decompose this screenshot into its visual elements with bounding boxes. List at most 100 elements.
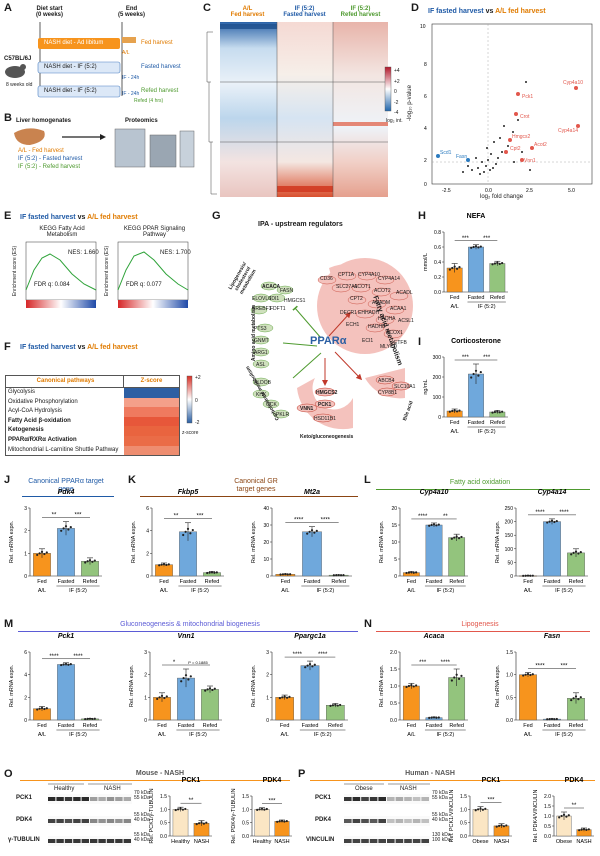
end-label: End (5 weeks) [118, 6, 145, 18]
category-i-0: Fed [450, 420, 459, 426]
western-blots [48, 783, 430, 846]
blot-o-group-nash: NASH [104, 786, 121, 792]
gene-hadhb: HADHB [368, 324, 386, 330]
blot-band [56, 819, 64, 823]
data-point-m3 [311, 665, 314, 668]
sig-label-n1-0: *** [419, 660, 427, 666]
group-if-m3: IF (5:2) [314, 732, 332, 738]
blot-band [361, 797, 369, 801]
y-tick-label-k1: 2 [146, 551, 149, 557]
data-point-l1 [415, 571, 418, 574]
volcano-points [462, 81, 531, 175]
data-point-l1 [432, 523, 436, 526]
category-k1-0: Fed [159, 579, 168, 585]
data-point-l1 [457, 537, 461, 540]
category-p2-0: Obese [556, 839, 572, 845]
data-point-o2 [260, 807, 264, 810]
data-point-o1 [184, 807, 187, 811]
heatmap [206, 22, 388, 197]
heatmap-col-fasted: IF (5:2) Fasted harvest [277, 6, 332, 18]
section-title-o: Mouse - NASH [135, 770, 185, 777]
category-m2-2: Refed [203, 723, 218, 729]
data-point-i [496, 410, 499, 413]
group-b-1: IF (5:2) - Fasted harvest [18, 156, 83, 162]
blot-band [73, 839, 81, 843]
cb-tick-4: -4 [394, 110, 399, 116]
data-point-m1 [88, 717, 92, 720]
blot-band [412, 839, 421, 843]
diet-text-al: NASH diet - Ad libitum [44, 40, 104, 46]
category-k2-1: Fasted [304, 579, 321, 585]
data-point-m1 [62, 663, 65, 666]
table-row: Oxidative Phosphorylation [6, 397, 179, 408]
blot-band [404, 797, 412, 801]
table-row: Fatty Acid β-oxidation [6, 416, 179, 427]
y-label-h: mmol/L [423, 253, 429, 271]
panel-letter-e: E [4, 210, 12, 222]
data-point-k2 [313, 531, 316, 534]
data-point-l1 [460, 535, 463, 539]
group-if-n1: IF (5:2) [436, 732, 454, 738]
bar-k2-1 [302, 531, 322, 577]
marker-o-2: 55 kDa [134, 812, 150, 818]
marker-o-5: 40 kDa [134, 837, 150, 843]
group-al-i: A/L [451, 429, 459, 435]
group-al-m2: A/L [158, 732, 166, 738]
data-point-o2 [280, 819, 284, 823]
group-al-j1: A/L [38, 588, 46, 594]
section-title-n: Lipogenesis [461, 621, 499, 628]
gsea-plots [25, 241, 189, 308]
y-label-o2: Rel. PDK4/γ-TUBULIN [231, 788, 237, 843]
data-point-n1 [455, 673, 458, 676]
y-label-m3: Rel. mRNA expn. [251, 664, 257, 707]
data-point-l2 [574, 550, 578, 553]
y-tick-label-k1: 0 [146, 574, 149, 580]
category-n2-2: Refed [569, 723, 584, 729]
y-tick-label-m3: 2 [266, 673, 269, 679]
group-if-i: IF (5:2) [478, 429, 496, 435]
data-point-l2 [579, 550, 582, 554]
blot-p-markers: 70 kDa 55 kDa 55 kDa 40 kDa 130 kDa 100 … [432, 791, 451, 843]
panel-letter-g: G [212, 210, 221, 222]
gene-acot1: ACOT1 [354, 284, 371, 290]
panel-letter-k: K [128, 474, 136, 486]
y-tick-label-n1: 0.0 [390, 718, 397, 724]
zscore-colorbar [186, 375, 193, 424]
svg-text:0.0: 0.0 [485, 188, 492, 194]
gene-acox1: ACOX1 [386, 330, 403, 336]
gene-abcb4: ABCB4 [378, 378, 395, 384]
panel-letter-d: D [411, 2, 419, 14]
y-tick-label-n1: 1.0 [390, 684, 397, 690]
blot-band [395, 819, 404, 823]
blot-band [90, 819, 98, 823]
heatmap-block-al [220, 22, 277, 197]
data-point-o2 [276, 820, 279, 823]
bar-m1-1 [57, 664, 75, 721]
heatmap-colorbar [384, 66, 392, 112]
data-point-o1 [174, 808, 177, 812]
diet-text-fasted: NASH diet - IF (5:2) [44, 64, 97, 70]
data-point-l2 [572, 551, 575, 554]
data-point-k1 [162, 563, 166, 566]
blot-o-group-healthy: Healthy [54, 786, 75, 792]
gene-hmgcs2: HMGCS2 [316, 390, 338, 396]
data-point-p1 [498, 824, 501, 827]
mouse-icon [5, 66, 25, 78]
data-point-m1 [69, 663, 72, 666]
y-tick-label-o2: 1.0 [242, 807, 249, 813]
category-m2-1: Fasted [178, 723, 195, 729]
sig-label-k2-0: **** [294, 518, 304, 524]
y-tick-label-i: 200 [433, 375, 442, 381]
chart-title-k1: Fkbp5 [178, 489, 199, 496]
data-point-k1 [210, 571, 214, 574]
data-point-m2 [158, 696, 161, 699]
bar-k1-0 [155, 564, 173, 577]
blot-band [90, 797, 98, 801]
panel-letter-m: M [4, 618, 14, 630]
data-point-j1 [84, 561, 87, 564]
group-if-h: IF (5:2) [478, 304, 496, 310]
y-tick-label-p1: 1.5 [460, 794, 467, 800]
marker-p-1: 55 kDa [432, 795, 448, 801]
svg-text:Pck1: Pck1 [522, 94, 533, 100]
gene-idi1: IDI1 [270, 296, 280, 302]
